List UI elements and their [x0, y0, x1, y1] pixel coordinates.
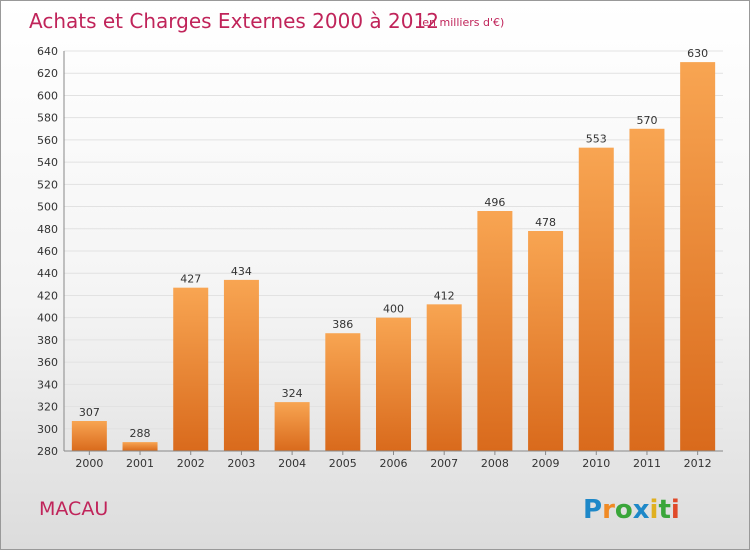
y-tick-label: 600: [37, 89, 58, 102]
value-label: 553: [586, 133, 607, 146]
x-tick-label: 2003: [227, 457, 255, 470]
y-tick-label: 400: [37, 312, 58, 325]
logo-letter: i: [671, 495, 680, 525]
value-label: 288: [130, 427, 151, 440]
x-tick-label: 2011: [633, 457, 661, 470]
x-tick-label: 2006: [380, 457, 408, 470]
value-label: 434: [231, 265, 252, 278]
x-tick-label: 2008: [481, 457, 509, 470]
y-tick-label: 340: [37, 378, 58, 391]
value-label: 570: [636, 114, 657, 127]
value-label: 307: [79, 406, 100, 419]
bar-2001: [122, 442, 158, 451]
value-label: 496: [484, 196, 505, 209]
logo-letter: x: [633, 495, 650, 525]
bar-2010: [578, 147, 614, 451]
y-tick-label: 640: [37, 45, 58, 58]
y-tick-label: 460: [37, 245, 58, 258]
y-tick-label: 540: [37, 156, 58, 169]
y-tick-label: 380: [37, 334, 58, 347]
logo-letter: o: [615, 495, 633, 525]
bars: 307 288 427 434 324 386 400 412 496 478 553 570 630: [71, 47, 716, 451]
bar-2011: [629, 128, 665, 451]
bar-2006: [376, 317, 411, 451]
logo-letter: r: [602, 495, 615, 525]
value-label: 412: [434, 289, 455, 302]
y-tick-label: 620: [37, 67, 58, 80]
bar-2004: [274, 402, 310, 451]
bar-2005: [325, 333, 361, 451]
value-label: 427: [180, 273, 201, 286]
y-tick-label: 480: [37, 223, 58, 236]
y-tick-label: 360: [37, 356, 58, 369]
y-tick-label: 580: [37, 112, 58, 125]
value-label: 386: [332, 318, 353, 331]
y-tick-label: 500: [37, 201, 58, 214]
x-axis: 2000 2001 2002 2003 2004 2005 2006 2007 2008 2009…: [64, 450, 723, 470]
value-label: 630: [687, 47, 708, 60]
x-tick-label: 2007: [430, 457, 458, 470]
y-tick-label: 320: [37, 401, 58, 414]
chart-subtitle: (en milliers d'€): [418, 16, 504, 29]
y-tick-label: 520: [37, 178, 58, 191]
x-tick-label: 2004: [278, 457, 306, 470]
value-label: 478: [535, 216, 556, 229]
y-tick-label: 280: [37, 445, 58, 458]
value-label: 400: [383, 303, 404, 316]
y-axis: 280 300 320 340 360 380 400 420 440 460 480 500 520 5…: [37, 45, 65, 458]
x-tick-label: 2010: [582, 457, 610, 470]
bar-2000: [71, 421, 107, 451]
y-tick-label: 560: [37, 134, 58, 147]
proxiti-logo: Proxiti: [583, 495, 680, 525]
value-label: 324: [282, 387, 303, 400]
logo-letter: P: [583, 495, 602, 525]
bar-2002: [173, 287, 209, 451]
bar-2007: [426, 304, 462, 451]
x-tick-label: 2000: [75, 457, 103, 470]
logo-letter: t: [658, 495, 670, 525]
x-tick-label: 2005: [329, 457, 357, 470]
x-tick-label: 2002: [177, 457, 205, 470]
bar-2012: [680, 62, 716, 451]
chart-title: Achats et Charges Externes 2000 à 2012: [29, 9, 439, 33]
x-tick-label: 2012: [684, 457, 712, 470]
logo-letter: i: [650, 495, 659, 525]
y-tick-label: 300: [37, 423, 58, 436]
bar-2009: [528, 231, 564, 451]
y-tick-label: 440: [37, 267, 58, 280]
y-tick-label: 420: [37, 289, 58, 302]
x-tick-label: 2009: [532, 457, 560, 470]
bar-2008: [477, 211, 513, 451]
place-name: MACAU: [39, 498, 108, 520]
bar-2003: [223, 279, 259, 451]
x-tick-label: 2001: [126, 457, 154, 470]
